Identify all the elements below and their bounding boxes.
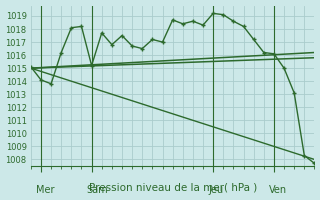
- Text: Ven: Ven: [269, 185, 287, 195]
- Text: Jeu: Jeu: [208, 185, 223, 195]
- X-axis label: Pression niveau de la mer( hPa ): Pression niveau de la mer( hPa ): [89, 183, 257, 193]
- Text: Mer: Mer: [36, 185, 54, 195]
- Text: Sam: Sam: [86, 185, 108, 195]
